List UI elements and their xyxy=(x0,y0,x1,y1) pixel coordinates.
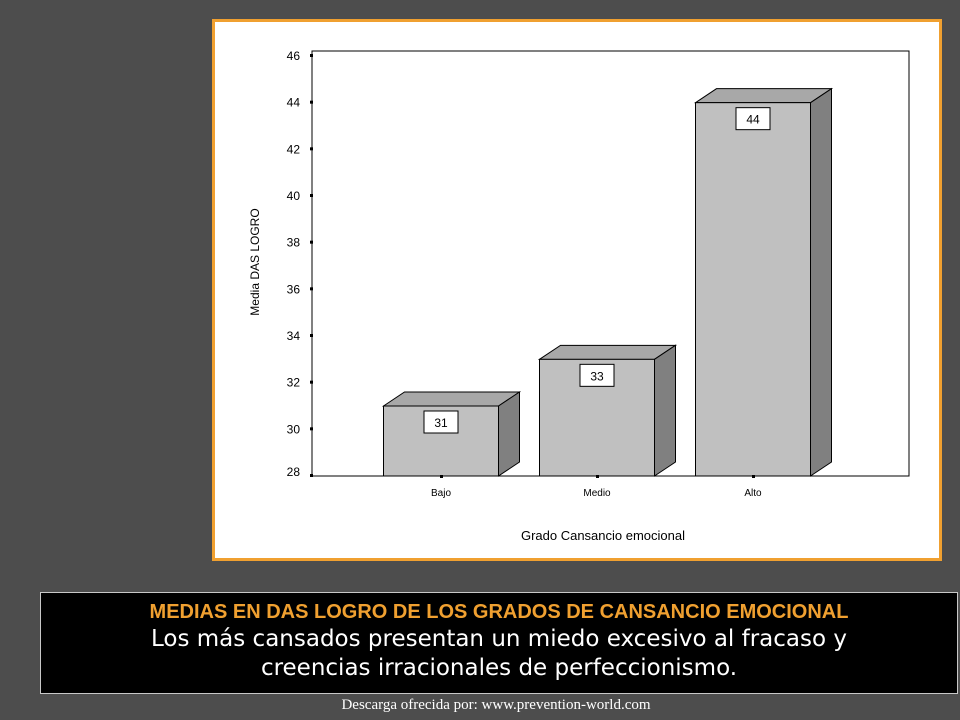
y-tick-mark xyxy=(310,427,313,431)
caption-line-2: creencias irracionales de perfeccionismo… xyxy=(260,655,738,681)
x-axis: Bajo Medio Alto xyxy=(431,475,762,499)
y-tick-label: 40 xyxy=(287,189,301,203)
bar-top xyxy=(693,88,834,104)
bar-top xyxy=(537,344,678,360)
caption-text: Los más cansados presentan un miedo exce… xyxy=(41,625,957,683)
y-tick-label: 30 xyxy=(287,422,301,436)
y-tick-label: 38 xyxy=(287,236,301,250)
caption-title: MEDIAS EN DAS LOGRO DE LOS GRADOS DE CAN… xyxy=(149,601,849,623)
x-tick-label: Medio xyxy=(583,488,611,499)
x-axis-title: Grado Cansancio emocional xyxy=(521,528,685,543)
data-label: 33 xyxy=(590,369,604,383)
x-tick-label: Bajo xyxy=(431,488,451,499)
x-tick-mark xyxy=(752,475,755,478)
y-tick-mark xyxy=(310,380,313,384)
y-tick-label: 46 xyxy=(287,49,301,63)
y-tick-label: 42 xyxy=(287,142,301,156)
caption-line-1: Los más cansados presentan un miedo exce… xyxy=(150,626,847,652)
y-tick-label: 32 xyxy=(287,376,301,390)
y-tick-label: 34 xyxy=(287,329,301,343)
caption-box: MEDIAS EN DAS LOGRO DE LOS GRADOS DE CAN… xyxy=(40,592,958,694)
y-tick-mark xyxy=(310,287,313,291)
y-tick-mark xyxy=(310,240,313,244)
chart-frame: 28 30 32 34 36 38 40 42 44 46 31 33 44 Bajo Medio Alt… xyxy=(212,19,942,561)
data-label: 44 xyxy=(746,113,760,127)
data-label-box xyxy=(735,107,771,131)
y-tick-label: 36 xyxy=(287,282,301,296)
bar-top xyxy=(381,391,522,407)
y-tick-mark xyxy=(310,334,313,337)
y-tick-mark xyxy=(310,147,313,151)
y-axis-title: Media DAS LOGRO xyxy=(248,208,262,315)
y-tick-mark xyxy=(310,194,313,197)
bar-side xyxy=(654,344,676,477)
bar-chart: 28 30 32 34 36 38 40 42 44 46 31 33 44 Bajo Medio Alt… xyxy=(248,49,910,543)
y-tick-label: 44 xyxy=(287,96,301,110)
footer-credit: Descarga ofrecida por: www.prevention-wo… xyxy=(341,697,651,713)
data-label-box xyxy=(423,410,459,434)
bar-alto xyxy=(695,102,811,477)
x-tick-mark xyxy=(596,475,599,478)
bars: 31 33 44 xyxy=(381,87,834,477)
y-tick-label: 28 xyxy=(287,465,301,479)
x-tick-mark xyxy=(440,475,443,478)
x-tick-label: Alto xyxy=(744,488,762,499)
data-label-box xyxy=(579,363,615,387)
y-tick-mark xyxy=(310,100,313,104)
bar-side xyxy=(810,87,832,477)
data-label: 31 xyxy=(434,416,448,430)
bar-side xyxy=(498,391,520,477)
y-tick-mark xyxy=(310,474,313,477)
y-tick-mark xyxy=(310,54,313,57)
y-axis: 28 30 32 34 36 38 40 42 44 46 xyxy=(287,49,313,479)
